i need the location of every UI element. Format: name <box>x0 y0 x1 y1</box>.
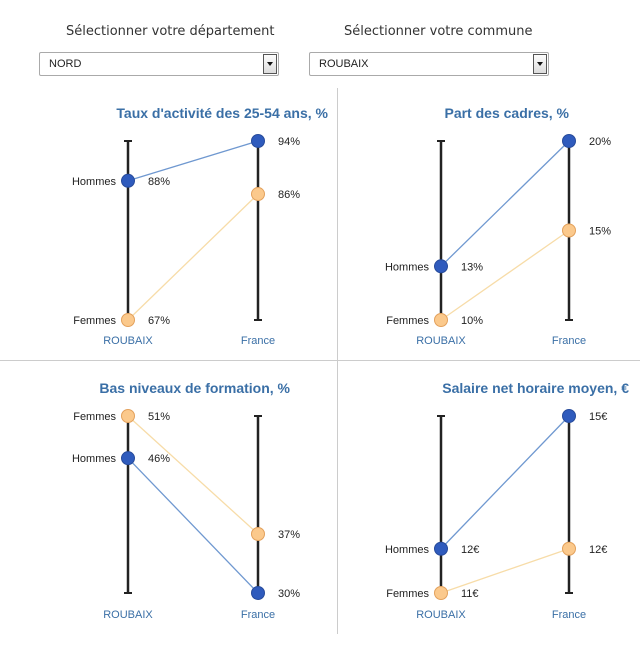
series-line-femmes <box>440 229 570 321</box>
data-point-hommes <box>121 173 135 188</box>
chart-title: Part des cadres, % <box>444 105 569 121</box>
departement-select[interactable]: NORD <box>39 52 279 76</box>
data-point-femmes <box>434 313 448 327</box>
axis-label: ROUBAIX <box>416 609 466 621</box>
departement-label: Sélectionner votre département <box>66 24 275 39</box>
axis-label: ROUBAIX <box>103 335 153 347</box>
series-label-femmes: Femmes <box>73 315 116 327</box>
chart-salaire-horaire: Salaire net horaire moyen, € ROUBAIX Franc… <box>385 380 629 621</box>
axis-label: France <box>552 609 586 621</box>
panel-divider-horizontal <box>0 360 640 361</box>
data-label: 37% <box>278 529 300 541</box>
series-label-femmes: Femmes <box>73 411 116 423</box>
panel-divider-vertical <box>337 88 338 634</box>
axis-label: France <box>241 609 275 621</box>
data-label: 46% <box>148 453 170 465</box>
data-label: 12€ <box>461 544 479 556</box>
chart-taux-activite: Taux d'activité des 25-54 ans, % ROUBAIX F… <box>72 105 329 347</box>
data-label: 20% <box>589 136 611 148</box>
series-label-femmes: Femmes <box>386 315 429 327</box>
series-label-hommes: Hommes <box>385 261 430 273</box>
data-point-femmes <box>121 409 135 423</box>
series-line-hommes <box>440 140 570 267</box>
series-line-femmes <box>440 548 570 594</box>
series-label-hommes: Hommes <box>72 176 117 188</box>
chart-bas-niveaux-formation: Bas niveaux de formation, % ROUBAIX France… <box>72 380 300 621</box>
data-label: 67% <box>148 315 170 327</box>
commune-label: Sélectionner votre commune <box>344 24 533 39</box>
data-label: 13% <box>461 261 483 273</box>
commune-select[interactable]: ROUBAIX <box>309 52 549 76</box>
data-point-hommes <box>251 586 265 600</box>
commune-value: ROUBAIX <box>319 58 369 70</box>
data-label: 10% <box>461 315 483 327</box>
series-line-hommes <box>440 415 570 550</box>
data-point-hommes <box>121 451 135 466</box>
data-point-femmes <box>251 187 265 202</box>
series-label-hommes: Hommes <box>72 453 117 465</box>
data-point-femmes <box>434 586 448 600</box>
data-label: 30% <box>278 588 300 600</box>
data-point-hommes <box>251 134 265 148</box>
data-label: 94% <box>278 136 300 148</box>
series-label-hommes: Hommes <box>385 544 430 556</box>
data-point-femmes <box>562 541 576 556</box>
series-line-hommes <box>127 457 259 594</box>
data-point-hommes <box>562 409 576 423</box>
data-label: 15% <box>589 226 611 238</box>
data-point-femmes <box>121 313 135 327</box>
departement-value: NORD <box>49 58 82 70</box>
data-point-hommes <box>434 259 448 274</box>
axis-label: France <box>241 335 275 347</box>
series-line-femmes <box>127 415 259 535</box>
data-point-femmes <box>251 527 265 541</box>
chevron-down-icon[interactable] <box>533 54 547 74</box>
series-line-hommes <box>127 140 259 182</box>
data-point-hommes <box>562 134 576 148</box>
data-label: 86% <box>278 189 300 201</box>
data-label: 12€ <box>589 544 607 556</box>
data-point-hommes <box>434 541 448 556</box>
data-label: 11€ <box>461 588 479 600</box>
chart-title: Bas niveaux de formation, % <box>99 380 290 396</box>
axis-label: France <box>552 335 586 347</box>
data-point-femmes <box>562 223 576 238</box>
chart-title: Taux d'activité des 25-54 ans, % <box>116 105 328 121</box>
axis-label: ROUBAIX <box>103 609 153 621</box>
chevron-down-icon[interactable] <box>263 54 277 74</box>
data-label: 51% <box>148 411 170 423</box>
series-label-femmes: Femmes <box>386 588 429 600</box>
axis-label: ROUBAIX <box>416 335 466 347</box>
data-label: 88% <box>148 176 170 188</box>
chart-part-cadres: Part des cadres, % ROUBAIX France 13% 20% Hom… <box>385 105 611 347</box>
data-label: 15€ <box>589 411 607 423</box>
chart-title: Salaire net horaire moyen, € <box>442 380 629 396</box>
series-line-femmes <box>127 193 259 321</box>
